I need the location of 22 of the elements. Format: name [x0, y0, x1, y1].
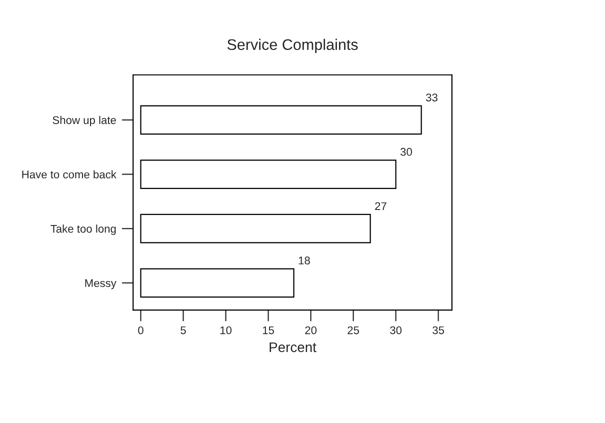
x-tick-label: 10: [220, 326, 232, 334]
data-label: 27: [375, 202, 386, 210]
bar: [140, 105, 422, 135]
x-tick-label: 0: [138, 326, 144, 334]
y-tick-label: Have to come back: [22, 170, 116, 178]
x-tick-label: 5: [180, 326, 186, 334]
bar: [140, 160, 396, 189]
bar: [140, 268, 294, 298]
data-label: 33: [426, 94, 438, 102]
data-label: 30: [400, 148, 412, 156]
data-label: 18: [298, 256, 310, 264]
x-tick-label: 25: [348, 326, 360, 334]
y-tick-label: Take too long: [50, 224, 116, 235]
x-axis-title: Percent: [270, 342, 316, 352]
x-tick-label: 35: [432, 326, 444, 334]
chart-title: Service Complaints: [227, 38, 358, 54]
x-tick-label: 30: [390, 326, 402, 334]
y-tick-label: Messy: [85, 279, 116, 290]
bar: [140, 214, 371, 244]
x-tick-label: 15: [262, 326, 274, 334]
y-tick-label: Show up late: [52, 116, 116, 126]
x-tick-label: 20: [305, 326, 317, 334]
